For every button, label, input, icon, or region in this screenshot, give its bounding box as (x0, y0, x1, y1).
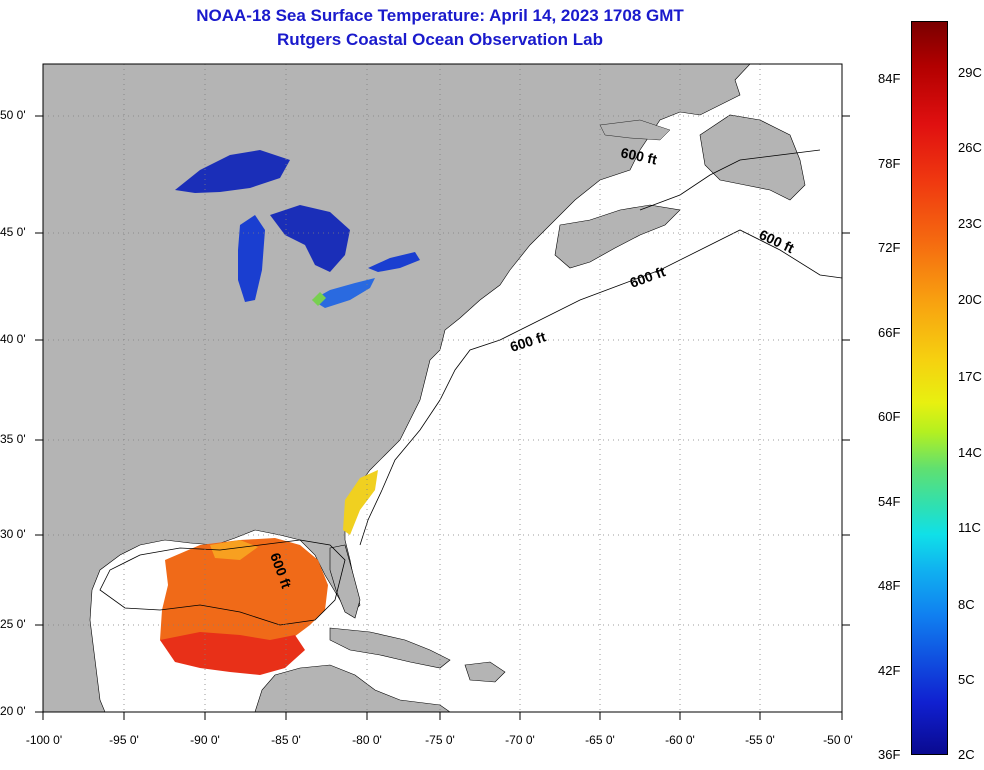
maritimes-land (554, 204, 681, 269)
cuba-land (329, 627, 451, 669)
colorbar-c-label: 11C (958, 520, 981, 535)
map-subtitle: Rutgers Coastal Ocean Observation Lab (277, 30, 603, 49)
axis-ticks (35, 115, 850, 720)
colorbar-f-label: 36F (878, 747, 901, 762)
colorbar-c-label: 5C (958, 672, 975, 687)
colorbar-c-label: 26C (958, 140, 982, 155)
colorbar-c-label: 29C (958, 65, 982, 80)
colorbar-c-label: 2C (958, 747, 975, 762)
lat-label: 40 0' (0, 332, 26, 346)
st-lawrence-shelf (599, 119, 671, 141)
map-frame (42, 63, 843, 713)
graticule (43, 64, 842, 712)
central-america-land (254, 664, 451, 712)
lat-label: 25 0' (0, 617, 26, 631)
colorbar-f-label: 54F (878, 494, 901, 509)
temperature-colorbar (911, 21, 948, 755)
newfoundland-land (699, 114, 806, 201)
great-lakes (175, 150, 420, 308)
lon-label: -75 0' (425, 733, 455, 747)
colorbar-c-label: 8C (958, 597, 975, 612)
colorbar-f-label: 66F (878, 325, 901, 340)
colorbar-c-label: 14C (958, 445, 982, 460)
colorbar-c-label: 23C (958, 216, 982, 231)
lat-label: 35 0' (0, 432, 26, 446)
lon-label: -95 0' (109, 733, 139, 747)
map-title: NOAA-18 Sea Surface Temperature: April 1… (196, 6, 684, 25)
lon-label: -60 0' (665, 733, 695, 747)
lon-label: -65 0' (585, 733, 615, 747)
colorbar-f-label: 42F (878, 663, 901, 678)
colorbar-f-label: 72F (878, 240, 901, 255)
colorbar-f-label: 78F (878, 156, 901, 171)
lat-label: 20 0' (0, 704, 26, 718)
lon-label: -85 0' (271, 733, 301, 747)
lat-label: 30 0' (0, 527, 26, 541)
lon-label: -70 0' (505, 733, 535, 747)
colorbar-f-label: 60F (878, 409, 901, 424)
lon-label: -55 0' (745, 733, 775, 747)
lon-label: -50 0' (823, 733, 853, 747)
contour-label-1: 600 ft (619, 144, 658, 167)
lat-label: 50 0' (0, 108, 26, 122)
colorbar-f-label: 84F (878, 71, 901, 86)
lon-label: -90 0' (190, 733, 220, 747)
colorbar-c-label: 20C (958, 292, 982, 307)
colorbar-f-label: 48F (878, 578, 901, 593)
hispaniola-land (464, 661, 506, 683)
lon-label: -100 0' (25, 733, 63, 747)
lat-label: 45 0' (0, 225, 26, 239)
lon-label: -80 0' (352, 733, 382, 747)
florida-land (329, 544, 361, 619)
colorbar-c-label: 17C (958, 369, 982, 384)
